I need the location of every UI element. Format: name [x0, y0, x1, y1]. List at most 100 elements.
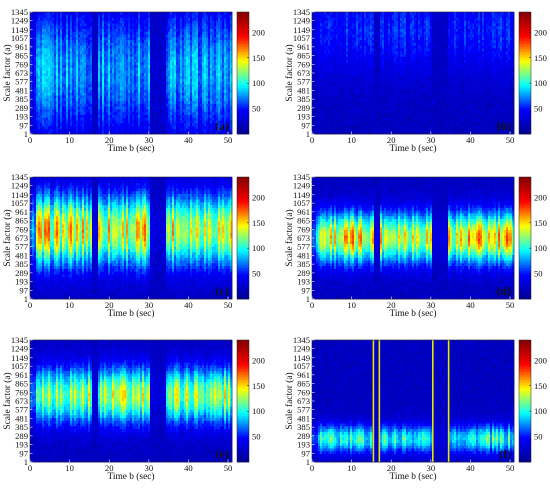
heatmap-cell	[82, 34, 84, 37]
heatmap-cell	[204, 56, 206, 59]
heatmap-cell	[90, 84, 92, 87]
heatmap-cell	[82, 70, 84, 73]
heatmap-cell	[164, 117, 166, 120]
heatmap-cell	[150, 120, 152, 123]
heatmap-cell	[182, 92, 184, 95]
heatmap-cell	[58, 62, 60, 65]
heatmap-cell	[158, 45, 160, 48]
heatmap-cell	[58, 106, 60, 109]
heatmap-cell	[94, 31, 96, 34]
heatmap-cell	[172, 128, 174, 131]
heatmap-cell	[152, 20, 154, 23]
heatmap-cell	[124, 54, 126, 57]
heatmap-cell	[222, 73, 224, 76]
heatmap-cell	[228, 87, 230, 90]
heatmap-cell	[188, 29, 190, 32]
heatmap-cell	[202, 92, 204, 95]
heatmap-cell	[42, 70, 44, 73]
heatmap-cell	[36, 90, 38, 93]
heatmap-cell	[114, 73, 116, 76]
heatmap-cell	[112, 123, 114, 126]
heatmap-cell	[196, 95, 198, 98]
heatmap-cell	[80, 70, 82, 73]
heatmap-cell	[82, 101, 84, 104]
heatmap-cell	[114, 20, 116, 23]
heatmap-cell	[172, 43, 174, 46]
heatmap-cell	[312, 34, 314, 37]
heatmap-cell	[176, 98, 178, 101]
heatmap-cell	[54, 40, 56, 43]
heatmap-cell	[224, 101, 226, 104]
heatmap-cell	[184, 95, 186, 98]
heatmap-cell	[146, 59, 148, 62]
heatmap-cell	[322, 76, 324, 79]
heatmap-cell	[92, 51, 94, 54]
heatmap-cell	[184, 51, 186, 54]
heatmap-cell	[328, 106, 330, 109]
heatmap-cell	[76, 67, 78, 70]
heatmap-cell	[220, 20, 222, 23]
heatmap-cell	[84, 65, 86, 68]
heatmap-cell	[126, 112, 128, 115]
heatmap-cell	[36, 106, 38, 109]
heatmap-cell	[184, 106, 186, 109]
heatmap-cell	[176, 95, 178, 98]
heatmap-cell	[94, 109, 96, 112]
heatmap-cell	[64, 81, 66, 84]
heatmap-cell	[106, 95, 108, 98]
heatmap-cell	[74, 51, 76, 54]
heatmap-cell	[126, 12, 128, 15]
heatmap-cell	[68, 23, 70, 26]
heatmap-cell	[136, 15, 138, 18]
heatmap-cell	[318, 40, 320, 43]
heatmap-cell	[92, 56, 94, 59]
heatmap-cell	[162, 106, 164, 109]
heatmap-cell	[50, 98, 52, 101]
heatmap-cell	[318, 45, 320, 48]
heatmap-cell	[34, 95, 36, 98]
heatmap-cell	[56, 98, 58, 101]
heatmap-cell	[208, 109, 210, 112]
heatmap-cell	[194, 95, 196, 98]
heatmap-cell	[54, 123, 56, 126]
heatmap-cell	[218, 40, 220, 43]
heatmap-cell	[64, 23, 66, 26]
heatmap-cell	[136, 26, 138, 29]
heatmap-cell	[132, 34, 134, 37]
heatmap-cell	[126, 104, 128, 107]
heatmap-cell	[114, 48, 116, 51]
heatmap-cell	[76, 128, 78, 131]
heatmap-cell	[200, 84, 202, 87]
heatmap-cell	[196, 51, 198, 54]
heatmap-cell	[176, 70, 178, 73]
heatmap-cell	[200, 106, 202, 109]
heatmap-cell	[124, 15, 126, 18]
heatmap-cell	[228, 26, 230, 29]
heatmap-cell	[320, 90, 322, 93]
heatmap-cell	[312, 29, 314, 32]
y-tick-label: 961	[15, 42, 28, 52]
heatmap-cell	[328, 101, 330, 104]
heatmap-cell	[144, 81, 146, 84]
heatmap-cell	[178, 43, 180, 46]
heatmap-cell	[88, 128, 90, 131]
heatmap-cell	[118, 12, 120, 15]
heatmap-cell	[142, 81, 144, 84]
heatmap-cell	[98, 37, 100, 40]
heatmap-cell	[44, 123, 46, 126]
heatmap-cell	[52, 37, 54, 40]
heatmap-cell	[320, 115, 322, 118]
heatmap-cell	[66, 120, 68, 123]
heatmap-cell	[164, 26, 166, 29]
heatmap-cell	[80, 31, 82, 34]
heatmap-cell	[204, 59, 206, 62]
heatmap-cell	[160, 15, 162, 18]
heatmap-cell	[50, 23, 52, 26]
heatmap-cell	[140, 31, 142, 34]
heatmap-cell	[192, 92, 194, 95]
heatmap-cell	[194, 51, 196, 54]
heatmap-cell	[104, 104, 106, 107]
heatmap-cell	[180, 117, 182, 120]
heatmap-cell	[36, 104, 38, 107]
heatmap-cell	[212, 59, 214, 62]
